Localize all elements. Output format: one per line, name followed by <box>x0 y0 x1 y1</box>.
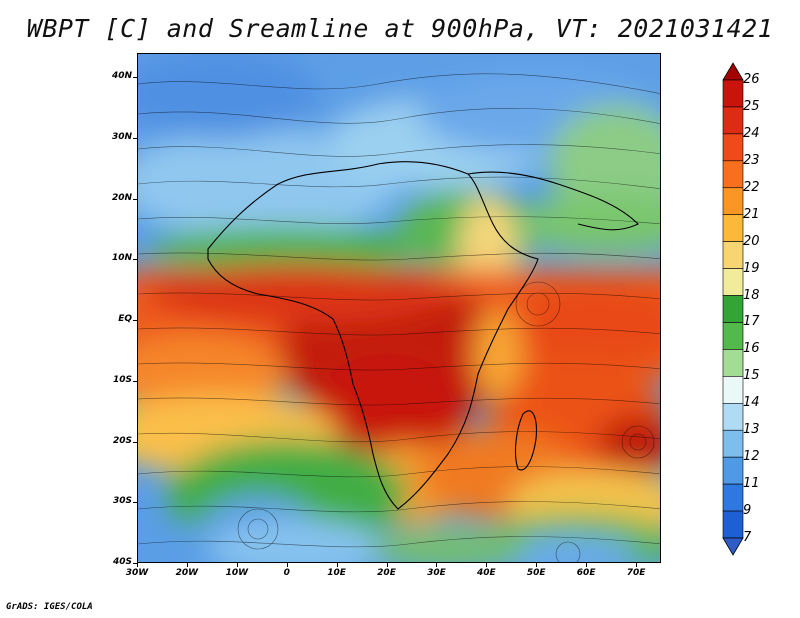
colorbar-segment <box>722 268 744 296</box>
lat-tick-label: 20S <box>112 435 132 446</box>
lat-tick-mark <box>133 563 137 564</box>
colorbar-segment <box>722 483 744 512</box>
streamlines <box>138 73 660 562</box>
lat-tick-mark <box>133 320 137 322</box>
lat-tick-label: 30S <box>112 496 132 507</box>
colorbar-bottom-triangle <box>722 537 744 556</box>
colorbar-label: 14 <box>743 395 760 411</box>
lon-tick-mark <box>286 563 288 567</box>
colorbar-segment <box>722 402 744 431</box>
colorbar-label: 15 <box>743 368 760 384</box>
lat-tick-mark <box>133 77 137 79</box>
colorbar-segment <box>722 349 744 377</box>
lon-tick-mark <box>636 563 638 567</box>
chart-title: WBPT [C] and Sreamline at 900hPa, VT: 20… <box>26 14 774 43</box>
colorbar-segment <box>722 187 744 216</box>
lon-tick-mark <box>186 563 188 567</box>
lon-tick-mark <box>386 563 388 567</box>
colorbar-segment <box>722 322 744 350</box>
lon-tick-label: 40E <box>476 568 496 578</box>
colorbar-label: 26 <box>743 72 760 87</box>
lon-tick-label: 10W <box>225 568 249 578</box>
lat-tick-label: 10S <box>112 374 132 385</box>
colorbar-label: 13 <box>743 422 760 438</box>
colorbar-segment <box>722 214 744 242</box>
lat-tick-label: 40S <box>112 557 132 567</box>
lon-tick-label: 30W <box>125 568 149 578</box>
colorbar-label: 23 <box>743 152 760 168</box>
colorbar-label: 9 <box>743 503 752 519</box>
lon-tick-mark <box>137 563 138 567</box>
map-panel <box>137 53 661 563</box>
colorbar-segment <box>722 241 744 269</box>
lat-tick-mark <box>133 198 137 200</box>
colorbar-segment <box>722 429 744 458</box>
colorbar-segment <box>722 295 744 323</box>
colorbar-segment <box>722 79 744 108</box>
colorbar-segment <box>722 160 744 189</box>
colorbar-segment <box>722 133 744 162</box>
lat-tick-label: 10N <box>111 253 132 264</box>
colorbar-segment <box>722 510 744 539</box>
lon-tick-label: 0 <box>283 568 290 578</box>
colorbar-top-triangle <box>722 62 744 81</box>
colorbar-label: 12 <box>743 449 760 465</box>
coastlines <box>207 161 639 510</box>
lon-tick-label: 30E <box>427 568 446 578</box>
credit-label: GrADS: IGES/COLA <box>6 602 93 612</box>
lon-tick-label: 20E <box>377 568 396 578</box>
colorbar <box>722 62 744 556</box>
lon-tick-mark <box>336 563 338 567</box>
colorbar-label: 18 <box>743 287 760 303</box>
lat-tick-mark <box>133 138 137 139</box>
temperature-field <box>138 54 660 562</box>
lon-tick-mark <box>586 563 588 567</box>
lon-tick-label: 20W <box>175 568 199 578</box>
colorbar-label: 20 <box>743 233 760 249</box>
lon-tick-label: 10E <box>327 568 346 578</box>
colorbar-segment <box>722 456 744 485</box>
lon-tick-mark <box>436 563 438 567</box>
wbpt-field-map <box>138 54 660 562</box>
lon-tick-label: 60E <box>576 568 596 578</box>
lon-tick-mark <box>536 563 538 567</box>
colorbar-label: 17 <box>743 314 760 330</box>
lat-tick-mark <box>133 259 137 261</box>
colorbar-label: 22 <box>743 179 760 195</box>
colorbar-label: 19 <box>743 260 760 276</box>
colorbar-label: 16 <box>743 341 760 357</box>
colorbar-label: 25 <box>743 98 760 114</box>
lon-tick-mark <box>236 563 238 567</box>
colorbar-label: 21 <box>743 206 760 222</box>
colorbar-label: 7 <box>743 530 752 545</box>
lat-tick-mark <box>133 441 137 443</box>
colorbar-segment <box>722 376 744 404</box>
lat-tick-mark <box>133 380 137 382</box>
lat-tick-label: EQ <box>118 314 132 325</box>
lon-tick-label: 70E <box>626 568 646 578</box>
lat-tick-label: 30N <box>111 132 132 142</box>
lon-tick-mark <box>486 563 488 567</box>
colorbar-label: 11 <box>743 476 760 492</box>
lat-tick-label: 20N <box>111 192 132 203</box>
colorbar-segment <box>722 106 744 135</box>
lon-tick-label: 50E <box>526 568 546 578</box>
lat-tick-label: 40N <box>111 71 132 82</box>
colorbar-label: 24 <box>743 125 760 141</box>
lat-tick-mark <box>133 502 137 504</box>
